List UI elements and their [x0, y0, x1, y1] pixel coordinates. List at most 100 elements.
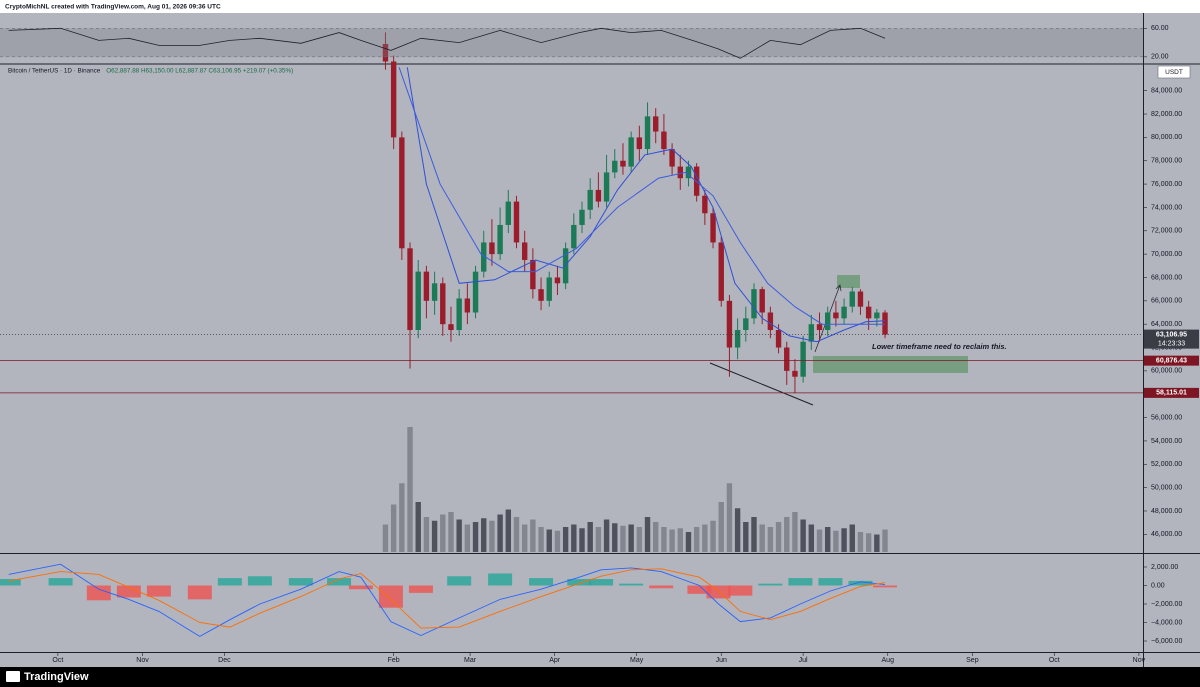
volume-bar: [816, 529, 823, 552]
candle-body: [399, 137, 405, 249]
macd-histogram-bar: [116, 585, 141, 598]
volume-bar: [472, 522, 479, 552]
candle-body: [874, 312, 880, 319]
candle-body: [644, 116, 651, 150]
rsi-band: [0, 28, 1143, 57]
macd-histogram-bar: [788, 578, 813, 586]
candle-body: [489, 242, 495, 255]
x-tick-label: Apr: [549, 657, 561, 664]
candle-body: [865, 306, 872, 319]
volume-bar: [554, 530, 561, 552]
candle-body: [603, 172, 610, 202]
candle-body: [710, 213, 716, 243]
volume-bar: [382, 524, 389, 552]
candle-body: [423, 271, 430, 301]
candle-body: [497, 224, 503, 255]
volume-bar: [669, 529, 675, 552]
arrow-head: [835, 284, 842, 292]
candle-body: [448, 324, 454, 331]
volume-bar: [808, 524, 815, 552]
x-tick-label: Mar: [464, 657, 477, 664]
candle-body: [415, 271, 421, 331]
volume-bar: [800, 519, 806, 552]
candle-body: [612, 160, 618, 173]
price-label: 60,876.43: [1156, 357, 1187, 364]
candle-body: [849, 291, 855, 307]
candle-body: [743, 318, 749, 331]
candle-body: [530, 259, 536, 290]
macd-histogram-bar: [649, 585, 674, 589]
y-tick-label: 0.00: [1151, 582, 1165, 589]
volume-bar: [415, 502, 421, 552]
volume-bar: [743, 522, 749, 552]
y-tick-label: 70,000.00: [1151, 251, 1182, 258]
y-tick-label: 60,000.00: [1151, 368, 1182, 375]
volume-bar: [792, 512, 798, 552]
price-label-box: [1144, 355, 1199, 366]
volume-bar: [857, 532, 864, 552]
candle-body: [431, 283, 438, 301]
volume-bar: [481, 518, 487, 552]
y-tick-label: 2,000.00: [1151, 564, 1178, 571]
candle-body: [775, 330, 782, 348]
volume-bar: [530, 519, 536, 552]
y-tick-label: −2,000.00: [1151, 601, 1182, 608]
candle-body: [685, 166, 692, 179]
volume-bar: [661, 527, 667, 552]
header-bar: [0, 0, 1200, 13]
y-tick-label: 60.00: [1151, 25, 1169, 32]
macd-histogram-bar: [447, 576, 472, 586]
candle-body: [505, 201, 512, 225]
macd-histogram-bar: [529, 578, 554, 586]
volume-bar: [464, 524, 471, 552]
candle-body: [751, 289, 757, 319]
volume-bar: [521, 524, 528, 552]
volume-bar: [489, 520, 495, 552]
candle-body: [481, 242, 487, 272]
candle-body: [579, 209, 585, 225]
price-countdown: 14:23:33: [1158, 340, 1185, 347]
macd-histogram-bar: [48, 578, 73, 586]
volume-bar: [562, 527, 569, 552]
candle-body: [636, 137, 643, 150]
moving-average: [406, 67, 886, 343]
macd-histogram-bar: [728, 585, 753, 596]
volume-bar: [440, 514, 446, 552]
currency-label: USDT: [1165, 69, 1183, 76]
candle-body: [677, 166, 683, 179]
volume-bar: [407, 427, 413, 552]
volume-bar: [775, 522, 782, 552]
macd-histogram-bar: [687, 585, 712, 594]
candle-body: [857, 291, 864, 307]
legend: Bitcoin / TetherUS · 1D · Binance O62,88…: [8, 68, 293, 75]
candle-body: [882, 312, 888, 335]
volume-bar: [702, 524, 708, 552]
currency-box: [1157, 65, 1191, 79]
candle-body: [440, 283, 446, 325]
candle-body: [800, 341, 806, 377]
macd-histogram-bar: [408, 585, 433, 593]
volume-bar: [849, 524, 855, 552]
volume-bar: [710, 520, 716, 552]
price-label: 58,115.01: [1156, 390, 1187, 397]
volume-bar: [628, 524, 634, 552]
y-tick-label: 74,000.00: [1151, 204, 1182, 211]
x-tick-label: Feb: [388, 657, 400, 664]
y-tick-label: −4,000.00: [1151, 619, 1182, 626]
candle-body: [824, 312, 831, 331]
candle-body: [456, 298, 462, 331]
legend-ohlc: O62,887.88 H63,150.00 L62,887.87 C63,106…: [106, 68, 293, 75]
zone-box: [837, 275, 860, 288]
macd-line: [8, 563, 886, 637]
candle-body: [702, 195, 708, 214]
volume-bar: [497, 514, 503, 552]
volume-bar: [718, 502, 724, 552]
candle-body: [669, 149, 675, 167]
volume-bar: [644, 517, 651, 552]
y-tick-label: 66,000.00: [1151, 298, 1182, 305]
candle-body: [767, 312, 774, 331]
header-text: CryptoMichNL created with TradingView.co…: [5, 4, 221, 11]
volume-bar: [587, 522, 593, 552]
candle-body: [538, 289, 544, 301]
volume-bar: [620, 525, 626, 552]
